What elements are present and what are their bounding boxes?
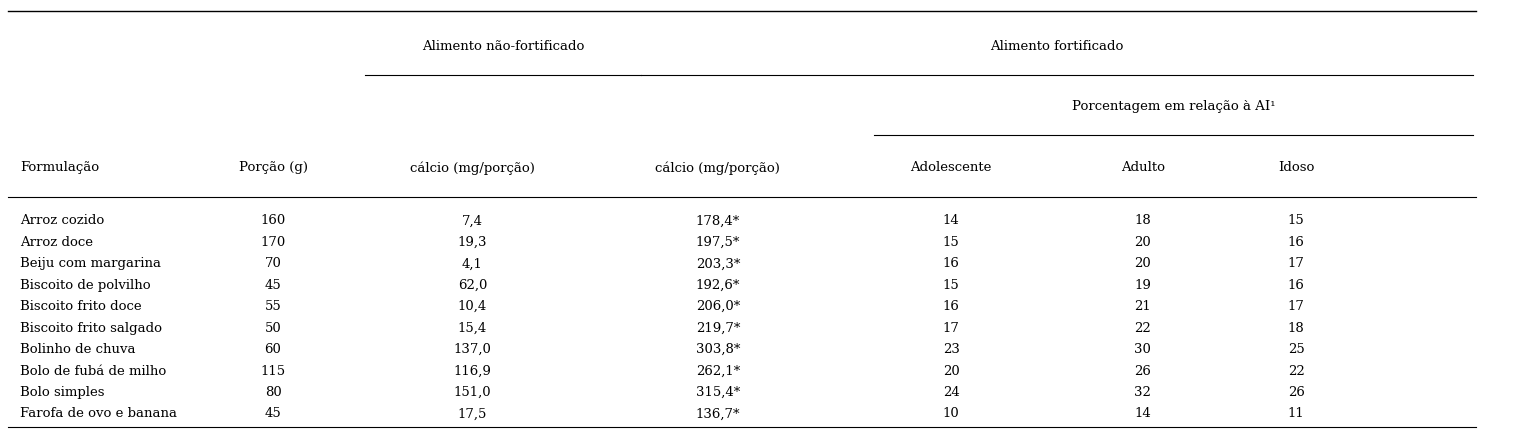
Text: Bolo de fubá de milho: Bolo de fubá de milho bbox=[20, 365, 166, 377]
Text: 15,4: 15,4 bbox=[457, 322, 488, 335]
Text: 14: 14 bbox=[943, 214, 959, 228]
Text: Idoso: Idoso bbox=[1278, 161, 1315, 175]
Text: 22: 22 bbox=[1289, 365, 1304, 377]
Text: 137,0: 137,0 bbox=[454, 343, 491, 356]
Text: 203,3*: 203,3* bbox=[696, 257, 739, 271]
Text: 303,8*: 303,8* bbox=[696, 343, 739, 356]
Text: 4,1: 4,1 bbox=[462, 257, 483, 271]
Text: 19,3: 19,3 bbox=[457, 236, 488, 249]
Text: 60: 60 bbox=[264, 343, 282, 356]
Text: 11: 11 bbox=[1289, 408, 1304, 420]
Text: 10: 10 bbox=[943, 408, 959, 420]
Text: 26: 26 bbox=[1134, 365, 1152, 377]
Text: 17: 17 bbox=[1287, 257, 1305, 271]
Text: 197,5*: 197,5* bbox=[696, 236, 739, 249]
Text: 262,1*: 262,1* bbox=[696, 365, 739, 377]
Text: 26: 26 bbox=[1287, 386, 1305, 399]
Text: 62,0: 62,0 bbox=[457, 279, 488, 292]
Text: Alimento fortificado: Alimento fortificado bbox=[991, 40, 1123, 53]
Text: cálcio (mg/porção): cálcio (mg/porção) bbox=[410, 161, 535, 175]
Text: Farofa de ovo e banana: Farofa de ovo e banana bbox=[20, 408, 176, 420]
Text: 16: 16 bbox=[942, 300, 960, 313]
Text: 22: 22 bbox=[1135, 322, 1150, 335]
Text: Adulto: Adulto bbox=[1121, 161, 1164, 175]
Text: 17,5: 17,5 bbox=[457, 408, 488, 420]
Text: 192,6*: 192,6* bbox=[696, 279, 739, 292]
Text: 15: 15 bbox=[943, 236, 959, 249]
Text: 18: 18 bbox=[1289, 322, 1304, 335]
Text: Biscoito de polvilho: Biscoito de polvilho bbox=[20, 279, 150, 292]
Text: 16: 16 bbox=[942, 257, 960, 271]
Text: 80: 80 bbox=[265, 386, 281, 399]
Text: 219,7*: 219,7* bbox=[696, 322, 739, 335]
Text: 151,0: 151,0 bbox=[454, 386, 491, 399]
Text: 23: 23 bbox=[942, 343, 960, 356]
Text: 16: 16 bbox=[1287, 279, 1305, 292]
Text: 17: 17 bbox=[1287, 300, 1305, 313]
Text: cálcio (mg/porção): cálcio (mg/porção) bbox=[655, 161, 781, 175]
Text: Adolescente: Adolescente bbox=[910, 161, 992, 175]
Text: Arroz doce: Arroz doce bbox=[20, 236, 94, 249]
Text: Alimento não-fortificado: Alimento não-fortificado bbox=[422, 40, 584, 53]
Text: Formulação: Formulação bbox=[20, 161, 100, 175]
Text: 55: 55 bbox=[265, 300, 281, 313]
Text: 136,7*: 136,7* bbox=[695, 408, 741, 420]
Text: 16: 16 bbox=[1287, 236, 1305, 249]
Text: Arroz cozido: Arroz cozido bbox=[20, 214, 104, 228]
Text: 20: 20 bbox=[943, 365, 959, 377]
Text: Biscoito frito salgado: Biscoito frito salgado bbox=[20, 322, 163, 335]
Text: 21: 21 bbox=[1135, 300, 1150, 313]
Text: 45: 45 bbox=[265, 279, 281, 292]
Text: Beiju com margarina: Beiju com margarina bbox=[20, 257, 161, 271]
Text: 19: 19 bbox=[1134, 279, 1152, 292]
Text: Biscoito frito doce: Biscoito frito doce bbox=[20, 300, 141, 313]
Text: Porção (g): Porção (g) bbox=[239, 161, 307, 175]
Text: 115: 115 bbox=[261, 365, 285, 377]
Text: 18: 18 bbox=[1135, 214, 1150, 228]
Text: 160: 160 bbox=[261, 214, 285, 228]
Text: 7,4: 7,4 bbox=[462, 214, 483, 228]
Text: 20: 20 bbox=[1135, 257, 1150, 271]
Text: 32: 32 bbox=[1134, 386, 1152, 399]
Text: 70: 70 bbox=[264, 257, 282, 271]
Text: 45: 45 bbox=[265, 408, 281, 420]
Text: 14: 14 bbox=[1135, 408, 1150, 420]
Text: 15: 15 bbox=[1289, 214, 1304, 228]
Text: 206,0*: 206,0* bbox=[696, 300, 739, 313]
Text: 116,9: 116,9 bbox=[454, 365, 491, 377]
Text: Bolo simples: Bolo simples bbox=[20, 386, 104, 399]
Text: 30: 30 bbox=[1134, 343, 1152, 356]
Text: 17: 17 bbox=[942, 322, 960, 335]
Text: Bolinho de chuva: Bolinho de chuva bbox=[20, 343, 135, 356]
Text: 50: 50 bbox=[265, 322, 281, 335]
Text: 10,4: 10,4 bbox=[457, 300, 488, 313]
Text: 315,4*: 315,4* bbox=[696, 386, 739, 399]
Text: 15: 15 bbox=[943, 279, 959, 292]
Text: 178,4*: 178,4* bbox=[696, 214, 739, 228]
Text: 20: 20 bbox=[1135, 236, 1150, 249]
Text: 24: 24 bbox=[943, 386, 959, 399]
Text: 25: 25 bbox=[1289, 343, 1304, 356]
Text: 170: 170 bbox=[261, 236, 285, 249]
Text: Porcentagem em relação à AI¹: Porcentagem em relação à AI¹ bbox=[1072, 99, 1275, 113]
